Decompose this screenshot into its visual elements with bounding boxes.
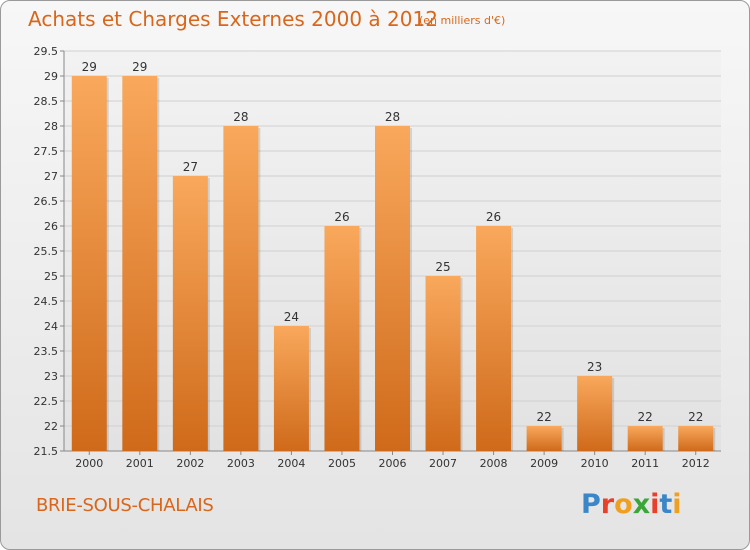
logo-letter: o	[614, 489, 633, 520]
x-tick-label: 2000	[75, 457, 103, 470]
bar	[627, 426, 663, 451]
x-tick-label: 2003	[227, 457, 255, 470]
chart-subtitle: (en milliers d'€)	[419, 14, 506, 27]
bar	[425, 276, 461, 451]
y-tick-label: 24	[44, 320, 58, 333]
x-tick-label: 2009	[530, 457, 558, 470]
logo-letter: i	[672, 489, 682, 520]
data-label: 26	[486, 210, 501, 224]
logo-letter: P	[581, 489, 601, 520]
y-tick-label: 27.5	[34, 145, 59, 158]
x-tick-label: 2001	[126, 457, 154, 470]
bar	[273, 326, 309, 451]
data-label: 24	[284, 310, 299, 324]
x-tick-label: 2010	[581, 457, 609, 470]
y-tick-label: 29.5	[34, 45, 59, 58]
logo-letter: t	[659, 489, 673, 520]
y-tick-label: 23	[44, 370, 58, 383]
y-tick-label: 22.5	[34, 395, 59, 408]
x-tick-label: 2005	[328, 457, 356, 470]
x-tick-label: 2008	[480, 457, 508, 470]
data-label: 26	[334, 210, 349, 224]
y-tick-label: 28	[44, 120, 58, 133]
y-tick-label: 26	[44, 220, 58, 233]
y-tick-label: 29	[44, 70, 58, 83]
chart-title: Achats et Charges Externes 2000 à 2012	[28, 7, 438, 31]
bar	[476, 226, 512, 451]
data-label: 23	[587, 360, 602, 374]
x-tick-label: 2006	[379, 457, 407, 470]
y-tick-label: 21.5	[34, 445, 59, 458]
data-label: 25	[435, 260, 450, 274]
data-label: 27	[183, 160, 198, 174]
logo-letter: x	[632, 489, 651, 520]
bar	[71, 76, 107, 451]
y-tick-label: 22	[44, 420, 58, 433]
data-label: 22	[536, 410, 551, 424]
proxiti-logo: Proxiti	[581, 489, 682, 520]
data-label: 28	[233, 110, 248, 124]
y-tick-label: 25.5	[34, 245, 59, 258]
bar	[122, 76, 158, 451]
bar	[223, 126, 259, 451]
data-label: 22	[638, 410, 653, 424]
y-tick-label: 28.5	[34, 95, 59, 108]
logo-letter: r	[600, 489, 615, 520]
bar	[375, 126, 410, 451]
bar	[526, 426, 562, 451]
x-tick-label: 2011	[631, 457, 659, 470]
x-tick-label: 2007	[429, 457, 457, 470]
y-tick-label: 24.5	[34, 295, 59, 308]
bar	[678, 426, 714, 451]
data-label: 28	[385, 110, 400, 124]
city-name: BRIE-SOUS-CHALAIS	[36, 495, 214, 516]
x-tick-label: 2004	[277, 457, 305, 470]
bar	[577, 376, 613, 451]
data-label: 29	[82, 60, 97, 74]
data-label: 22	[688, 410, 703, 424]
x-tick-label: 2002	[176, 457, 204, 470]
x-tick-label: 2012	[682, 457, 710, 470]
bar	[172, 176, 208, 451]
data-label: 29	[132, 60, 147, 74]
bar	[324, 226, 360, 451]
y-tick-label: 23.5	[34, 345, 59, 358]
logo-letter: i	[650, 489, 660, 520]
y-tick-label: 27	[44, 170, 58, 183]
y-tick-label: 25	[44, 270, 58, 283]
y-tick-label: 26.5	[34, 195, 59, 208]
